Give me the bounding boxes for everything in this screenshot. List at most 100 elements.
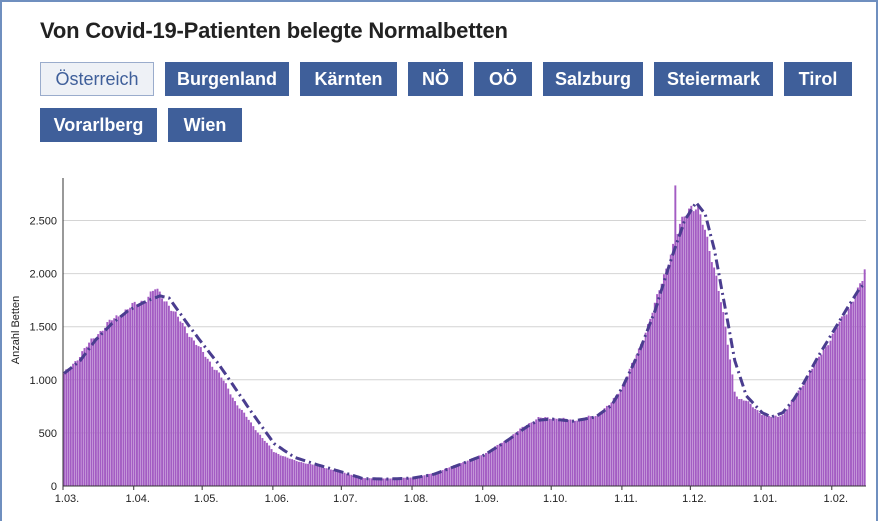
daily-bar	[631, 362, 633, 486]
daily-bar	[770, 416, 773, 486]
y-tick-label: 2.000	[29, 269, 57, 281]
daily-bar	[610, 402, 613, 486]
daily-bar	[496, 444, 499, 486]
daily-bar	[635, 354, 638, 486]
region-button-noe[interactable]: NÖ	[408, 62, 463, 96]
daily-bar	[99, 331, 102, 486]
daily-bar	[122, 313, 125, 486]
daily-bar	[106, 322, 109, 486]
daily-bar	[165, 301, 168, 486]
daily-bar	[256, 432, 259, 486]
daily-bar	[587, 415, 590, 486]
daily-bar	[316, 465, 319, 486]
daily-bar	[640, 343, 643, 486]
daily-bar	[662, 274, 665, 486]
daily-bar	[126, 309, 129, 486]
daily-bar	[603, 408, 606, 486]
daily-bar	[199, 347, 202, 486]
daily-bar	[498, 444, 501, 486]
daily-bar	[473, 457, 476, 486]
daily-bar	[313, 465, 316, 486]
daily-bar	[852, 301, 855, 486]
region-button-ooe[interactable]: OÖ	[474, 62, 532, 96]
y-axis-label: Anzahl Betten	[10, 296, 22, 365]
daily-bar	[576, 420, 579, 486]
daily-bar	[729, 359, 732, 486]
daily-bar	[494, 446, 497, 486]
daily-bar	[754, 408, 757, 486]
daily-bar	[229, 394, 232, 486]
region-button-oesterreich[interactable]: Österreich	[40, 62, 154, 96]
daily-bar	[250, 422, 252, 486]
daily-bar	[238, 408, 241, 486]
daily-bar	[583, 418, 586, 486]
daily-bar	[551, 419, 554, 486]
daily-bar	[793, 398, 795, 486]
daily-bar	[464, 461, 467, 486]
daily-bar	[710, 262, 713, 486]
daily-bar	[678, 223, 681, 486]
region-button-tirol[interactable]: Tirol	[784, 62, 852, 96]
region-button-burgenland[interactable]: Burgenland	[165, 62, 289, 96]
daily-bar	[434, 472, 437, 486]
daily-bar	[480, 455, 483, 486]
region-button-vorarlberg[interactable]: Vorarlberg	[40, 108, 157, 142]
daily-bar	[286, 457, 289, 486]
daily-bar	[412, 477, 414, 486]
daily-bar	[181, 322, 184, 486]
daily-bar	[254, 430, 257, 486]
daily-bar	[329, 469, 332, 486]
daily-bar	[530, 422, 533, 486]
daily-bar	[129, 307, 132, 486]
daily-bar	[827, 345, 830, 486]
daily-bar	[131, 302, 134, 486]
daily-bar	[637, 348, 640, 486]
daily-bar	[815, 358, 818, 486]
region-button-kaernten[interactable]: Kärnten	[300, 62, 397, 96]
daily-bar	[660, 283, 663, 486]
daily-bar	[402, 477, 405, 486]
daily-bar	[647, 324, 649, 486]
region-button-steiermark[interactable]: Steiermark	[654, 62, 773, 96]
daily-bar	[218, 372, 221, 486]
daily-bar	[802, 385, 805, 486]
daily-bar	[348, 474, 351, 486]
daily-bar	[423, 475, 426, 486]
chart-title: Von Covid-19-Patienten belegte Normalbet…	[40, 18, 508, 43]
region-button-salzburg[interactable]: Salzburg	[543, 62, 643, 96]
daily-bar	[457, 464, 460, 486]
daily-bar	[282, 456, 284, 486]
daily-bar	[521, 426, 524, 486]
daily-bar	[202, 351, 205, 486]
daily-bar	[731, 374, 734, 486]
daily-bar	[605, 405, 608, 486]
daily-bar	[688, 208, 690, 486]
daily-bar	[824, 346, 827, 486]
daily-bar	[291, 459, 294, 486]
daily-bar	[309, 463, 312, 486]
daily-bar	[446, 468, 449, 486]
daily-bar	[414, 477, 417, 486]
region-button-wien[interactable]: Wien	[168, 108, 242, 142]
daily-bar	[437, 471, 440, 486]
daily-bar	[562, 417, 565, 486]
daily-bar	[76, 360, 79, 486]
daily-bar	[188, 336, 191, 486]
daily-bar	[380, 478, 383, 486]
daily-bar	[85, 346, 88, 486]
daily-bar	[651, 312, 654, 486]
daily-bar	[548, 418, 551, 486]
daily-bar	[767, 415, 770, 486]
x-tick-label: 1.12.	[682, 493, 706, 505]
daily-bar	[334, 470, 337, 486]
daily-bar	[92, 338, 95, 486]
daily-bar	[366, 478, 369, 486]
daily-bar	[854, 296, 857, 486]
daily-bar	[234, 401, 237, 486]
daily-bar	[774, 415, 777, 486]
daily-bar	[516, 431, 519, 486]
daily-bar	[861, 281, 864, 486]
daily-bar	[758, 412, 761, 486]
daily-bar	[717, 290, 720, 486]
daily-bar	[569, 419, 572, 486]
